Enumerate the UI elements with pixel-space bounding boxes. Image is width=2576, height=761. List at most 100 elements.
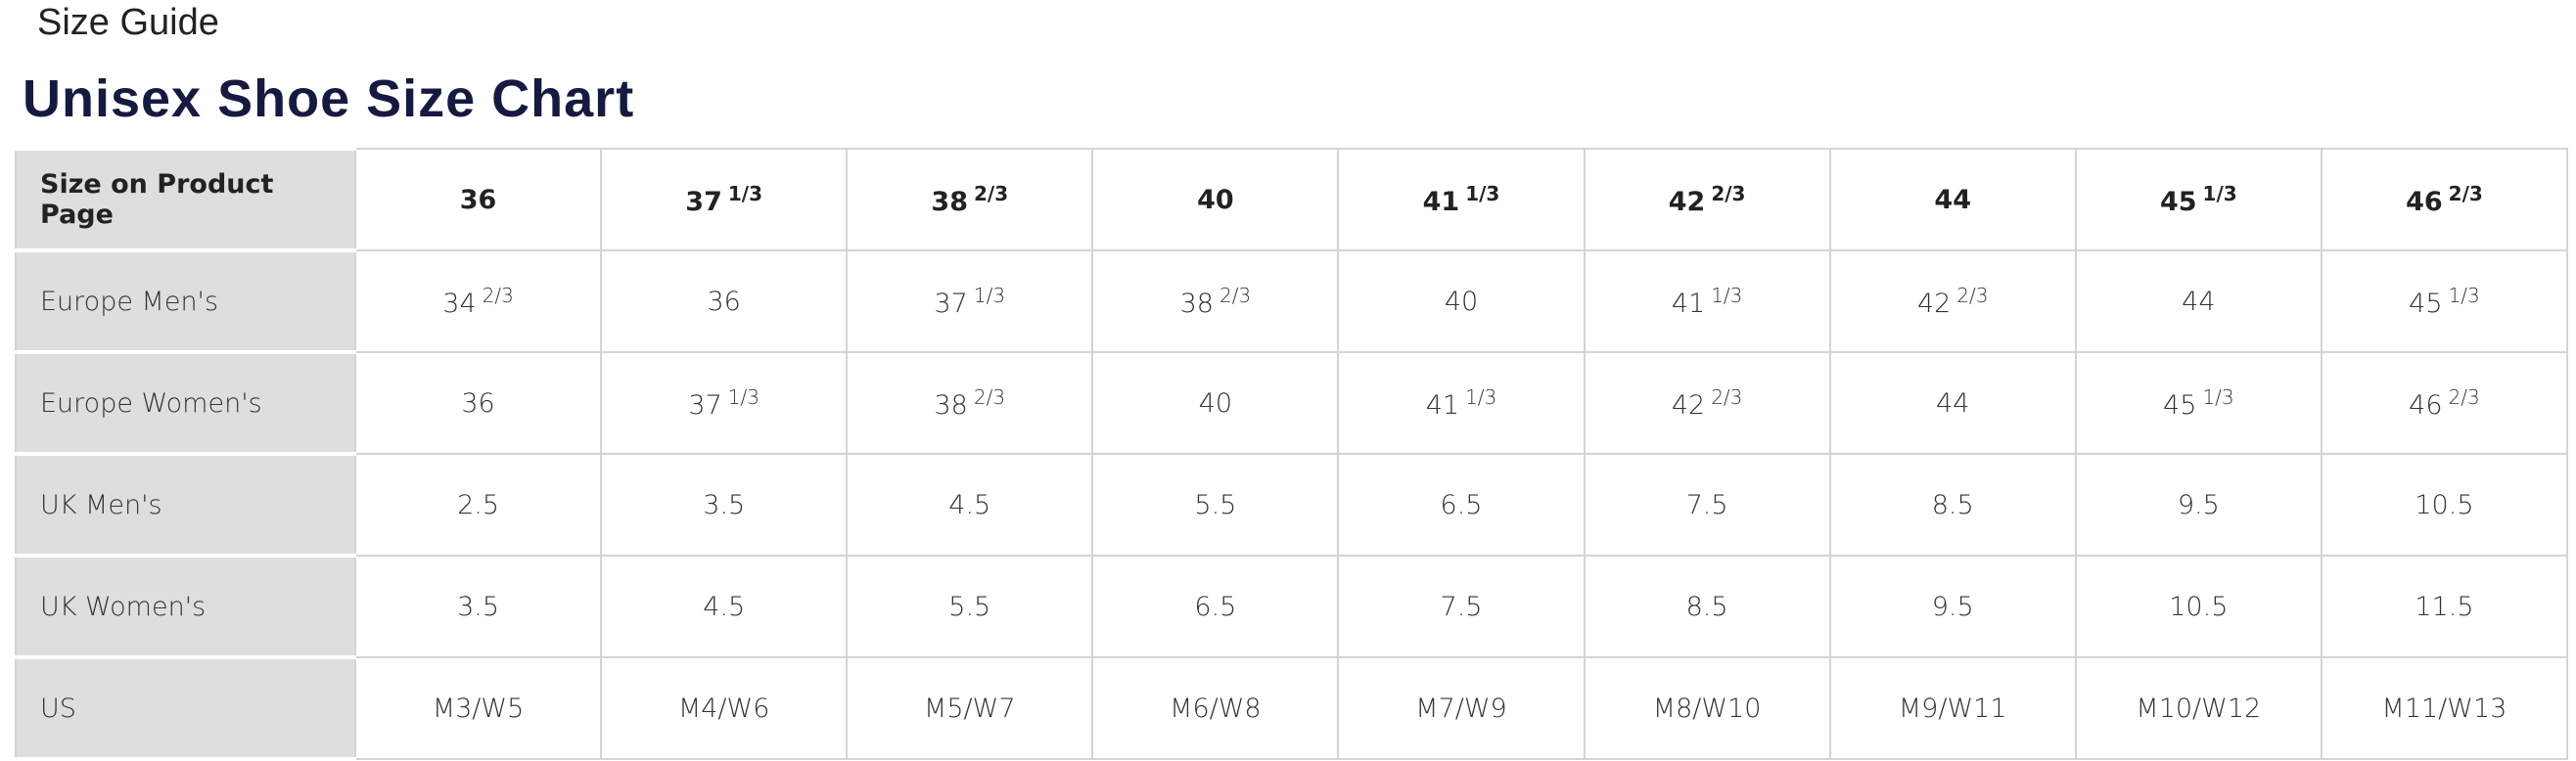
- size-value: 46: [2406, 187, 2443, 217]
- size-cell: 42 2/3: [1583, 351, 1831, 455]
- size-value: 4.5: [948, 489, 991, 520]
- size-value: 36: [461, 387, 495, 419]
- size-cell: 8.5: [1583, 555, 1831, 658]
- size-value: 3.5: [703, 489, 746, 520]
- size-cell: 45 1/3: [2320, 249, 2569, 353]
- table-row: UK Men's 2.5 3.5 4.5 5.5 6.5 7.5 8.5 9.5 10.5: [15, 452, 2569, 558]
- size-cell: 36: [353, 148, 603, 251]
- size-value: 41: [1671, 289, 1706, 319]
- size-fraction: 2/3: [973, 182, 1009, 205]
- size-cell: 7.5: [1583, 453, 1831, 557]
- size-value: 8.5: [1685, 591, 1728, 622]
- size-cell: 41 1/3: [1337, 351, 1586, 455]
- table-row: UK Women's 3.5 4.5 5.5 6.5 7.5 8.5 9.5 10.5 11.5: [15, 554, 2569, 659]
- row-label: Size on Product Page: [15, 147, 356, 252]
- size-value: 38: [934, 390, 968, 421]
- size-value: M6/W8: [1170, 693, 1262, 724]
- size-value: 41: [1425, 390, 1460, 421]
- size-cell: M11/W13: [2320, 656, 2569, 760]
- size-value: 34: [442, 289, 477, 319]
- size-value: 9.5: [1931, 591, 1974, 622]
- size-cell: 2.5: [353, 453, 603, 557]
- size-cell: 40: [1091, 351, 1340, 455]
- size-fraction: 2/3: [2448, 182, 2483, 205]
- size-value: 5.5: [1194, 489, 1237, 520]
- size-fraction: 1/3: [2202, 182, 2237, 205]
- table-row: Size on Product Page 36 37 1/3 38 2/3 40 41 1/3 4…: [15, 147, 2569, 252]
- page-title: Size Guide: [37, 2, 219, 43]
- size-value: 37: [685, 187, 722, 217]
- size-value: 6.5: [1194, 591, 1237, 622]
- size-value: 45: [2159, 187, 2197, 217]
- size-fraction: 1/3: [727, 385, 759, 409]
- size-value: 6.5: [1440, 489, 1483, 520]
- size-value: 44: [1934, 184, 1971, 215]
- size-cell: 3.5: [353, 555, 603, 658]
- size-value: 44: [1936, 387, 1970, 419]
- size-value: 10.5: [2415, 489, 2474, 520]
- size-cell: 9.5: [1828, 555, 2077, 658]
- size-cell: 6.5: [1091, 555, 1340, 658]
- size-cell: 5.5: [846, 555, 1094, 658]
- size-value: 40: [1444, 286, 1479, 317]
- size-cell: 5.5: [1091, 453, 1340, 557]
- size-cell: 36: [353, 351, 603, 455]
- size-table: Size on Product Page 36 37 1/3 38 2/3 40 41 1/3 4…: [15, 147, 2569, 761]
- size-cell: 42 2/3: [1828, 249, 2077, 353]
- size-cell: 9.5: [2074, 453, 2323, 557]
- table-row: Europe Men's 34 2/3 36 37 1/3 38 2/3 40 41 1/3 42 2/…: [15, 248, 2569, 354]
- size-value: M3/W5: [432, 693, 525, 724]
- size-value: 37: [934, 289, 968, 319]
- size-cell: M9/W11: [1828, 656, 2077, 760]
- size-cell: M4/W6: [600, 656, 849, 760]
- size-cell: 40: [1337, 249, 1586, 353]
- size-value: 44: [2182, 286, 2216, 317]
- size-cell: 10.5: [2320, 453, 2569, 557]
- size-fraction: 1/3: [2448, 284, 2480, 307]
- size-cell: 38 2/3: [1091, 249, 1340, 353]
- size-cell: 38 2/3: [846, 148, 1094, 251]
- size-value: 9.5: [2177, 489, 2220, 520]
- size-cell: 37 1/3: [846, 249, 1094, 353]
- size-cell: M10/W12: [2074, 656, 2323, 760]
- size-cell: M8/W10: [1583, 656, 1831, 760]
- size-cell: 44: [2074, 249, 2323, 353]
- row-label: UK Men's: [15, 452, 356, 558]
- size-fraction: 1/3: [1711, 284, 1743, 307]
- table-row: Europe Women's 36 37 1/3 38 2/3 40 41 1/3 42 2/3 44…: [15, 350, 2569, 456]
- size-cell: M7/W9: [1337, 656, 1586, 760]
- size-cell: 3.5: [600, 453, 849, 557]
- size-value: M5/W7: [924, 693, 1016, 724]
- size-value: 38: [931, 187, 968, 217]
- size-cell: 10.5: [2074, 555, 2323, 658]
- size-cell: 41 1/3: [1583, 249, 1831, 353]
- size-cell: 11.5: [2320, 555, 2569, 658]
- size-cell: 36: [600, 249, 849, 353]
- size-value: 8.5: [1931, 489, 1974, 520]
- size-cell: 4.5: [846, 453, 1094, 557]
- size-value: 3.5: [457, 591, 500, 622]
- chart-title: Unisex Shoe Size Chart: [23, 69, 635, 128]
- size-fraction: 1/3: [1465, 182, 1500, 205]
- size-value: M7/W9: [1415, 693, 1507, 724]
- size-cell: M6/W8: [1091, 656, 1340, 760]
- size-value: M4/W6: [677, 693, 770, 724]
- size-cell: 37 1/3: [600, 351, 849, 455]
- size-cell: 44: [1828, 351, 2077, 455]
- size-cell: M3/W5: [353, 656, 603, 760]
- size-value: 7.5: [1685, 489, 1728, 520]
- size-cell: 46 2/3: [2320, 148, 2569, 251]
- size-fraction: 2/3: [1711, 385, 1743, 409]
- size-fraction: 2/3: [2448, 385, 2480, 409]
- size-cell: 4.5: [600, 555, 849, 658]
- size-fraction: 1/3: [2202, 385, 2234, 409]
- row-label: US: [15, 655, 356, 761]
- size-value: M11/W13: [2381, 693, 2507, 724]
- size-cell: 34 2/3: [353, 249, 603, 353]
- size-value: 45: [2163, 390, 2197, 421]
- size-cell: 38 2/3: [846, 351, 1094, 455]
- size-fraction: 1/3: [973, 284, 1006, 307]
- size-cell: 8.5: [1828, 453, 2077, 557]
- size-cell: 44: [1828, 148, 2077, 251]
- table-row: US M3/W5 M4/W6 M5/W7 M6/W8 M7/W9 M8/W10 M9/W11 M…: [15, 655, 2569, 761]
